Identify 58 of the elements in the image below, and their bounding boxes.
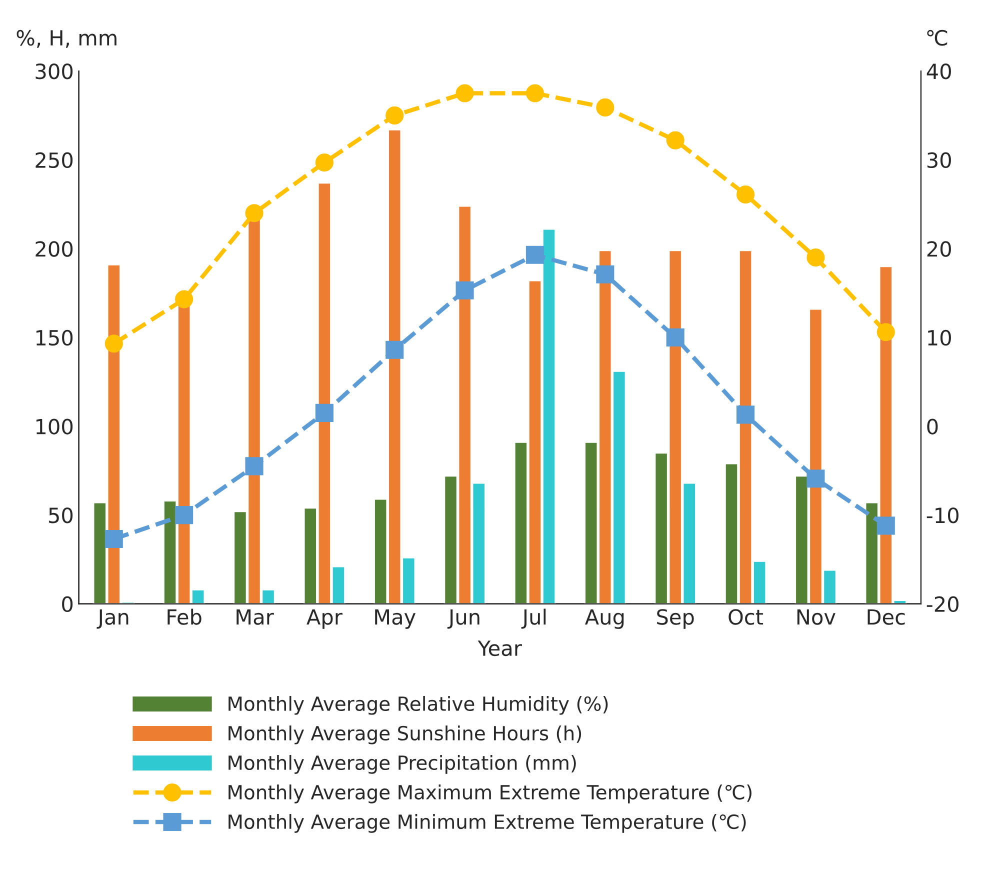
y2-tick-label: 40 <box>926 63 951 80</box>
point <box>736 406 755 424</box>
x-tick-label: Mar <box>236 609 274 625</box>
x-tick-label: Sep <box>657 609 694 629</box>
point <box>104 530 123 548</box>
y2-axis-title: ℃ <box>927 30 948 46</box>
point <box>596 98 614 116</box>
legend-label: Monthly Average Maximum Extreme Temperature (℃) <box>228 784 752 804</box>
x-tick-label: Aug <box>584 609 624 629</box>
point <box>245 204 264 222</box>
x-axis-title: Year <box>478 640 522 656</box>
point <box>315 153 334 172</box>
point <box>526 246 544 264</box>
x-tick-label: Oct <box>728 609 764 625</box>
y-tick-label: 50 <box>49 507 73 524</box>
y-tick-label: 150 <box>36 330 73 346</box>
point <box>806 248 825 267</box>
point <box>596 265 614 284</box>
y-tick-label: 250 <box>36 152 73 168</box>
legend-label: Monthly Average Minimum Extreme Temperature (℃) <box>228 814 746 833</box>
x-tick-label: Nov <box>797 609 836 625</box>
y2-tick-label: 20 <box>927 241 951 257</box>
x-tick-label: Jun <box>447 609 480 629</box>
y-tick-label: 0 <box>62 596 73 612</box>
y2-tick-label: -20 <box>926 596 958 612</box>
point <box>736 185 755 204</box>
point <box>876 516 895 535</box>
x-tick-label: Jan <box>96 609 128 629</box>
x-tick-label: Dec <box>868 609 905 625</box>
x-tick-label: Feb <box>168 608 202 625</box>
point <box>666 328 684 346</box>
y-tick-label: 200 <box>36 241 73 257</box>
point <box>104 334 123 353</box>
point <box>315 404 334 422</box>
y2-tick-label: 30 <box>927 152 951 168</box>
legend-label: Monthly Average Sunshine Hours (h) <box>228 725 582 744</box>
point <box>666 131 684 150</box>
point <box>175 290 194 308</box>
legend-label: Monthly Average Precipitation (mm) <box>228 755 576 774</box>
x-tick-label: Apr <box>306 609 342 629</box>
point <box>386 106 404 124</box>
y2-tick-label: 0 <box>927 418 938 434</box>
x-tick-label: Jul <box>521 608 546 629</box>
y-axis-title: %, H, mm <box>16 30 116 48</box>
y-tick-label: 100 <box>36 418 73 434</box>
x-tick-label: May <box>375 609 416 629</box>
point <box>456 281 474 300</box>
point <box>806 470 825 488</box>
y2-tick-label: 10 <box>928 330 951 346</box>
point <box>456 84 474 102</box>
y2-tick-label: -10 <box>926 507 958 524</box>
legend-label: Monthly Average Relative Humidity (%) <box>228 696 608 715</box>
point <box>175 506 194 524</box>
point <box>526 84 544 102</box>
point <box>386 340 404 359</box>
point <box>876 323 895 342</box>
y-tick-label: 300 <box>36 63 73 80</box>
point <box>245 457 264 476</box>
